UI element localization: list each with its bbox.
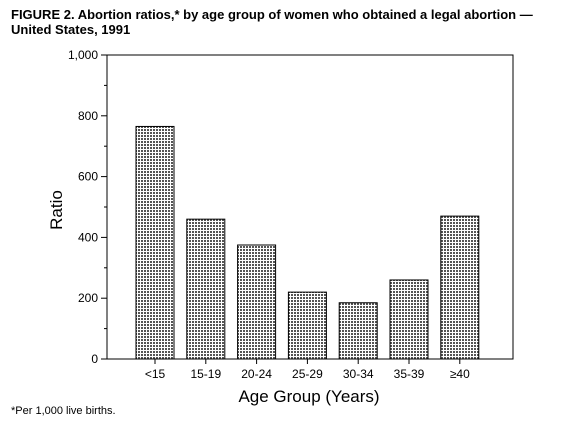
y-tick-label: 1,000 xyxy=(68,48,98,62)
x-tick-label: 35-39 xyxy=(394,367,425,381)
x-tick-label: 15-19 xyxy=(190,367,221,381)
bar xyxy=(237,244,277,360)
chart-title: FIGURE 2. Abortion ratios,* by age group… xyxy=(11,7,533,37)
bar xyxy=(338,302,378,360)
x-tick-label: 20-24 xyxy=(241,367,272,381)
x-tick-label: 30-34 xyxy=(343,367,374,381)
chart-tick-labels: 0 200 400 600 800 1,000 <15 15-19 20-24 25-29 30-3… xyxy=(68,48,470,381)
bar xyxy=(135,125,175,360)
y-tick-label: 600 xyxy=(78,170,98,184)
bar xyxy=(440,215,480,360)
y-tick-label: 400 xyxy=(78,230,98,244)
chart-bars xyxy=(135,125,480,360)
bar xyxy=(186,218,226,360)
y-axis-label: Ratio xyxy=(47,190,66,230)
x-tick-label: ≥40 xyxy=(450,367,470,381)
bar xyxy=(287,291,327,360)
x-tick-label: 25-29 xyxy=(292,367,323,381)
footnote: *Per 1,000 live births. xyxy=(11,405,116,417)
x-tick-label: <15 xyxy=(145,367,166,381)
bar xyxy=(389,279,429,360)
y-tick-label: 200 xyxy=(78,291,98,305)
y-tick-label: 800 xyxy=(78,109,98,123)
y-tick-label: 0 xyxy=(91,352,98,366)
x-axis-label: Age Group (Years) xyxy=(238,387,379,406)
